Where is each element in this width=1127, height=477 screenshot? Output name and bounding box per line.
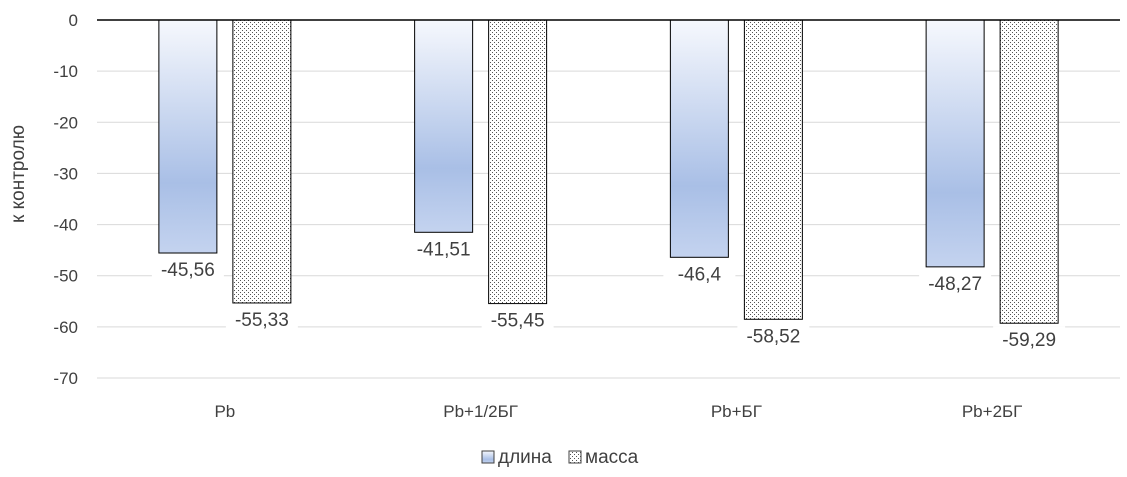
bar-длина [669,19,729,258]
y-axis-title: к контролю [8,125,29,223]
data-label-bg [225,305,298,332]
bar-масса [488,19,548,305]
legend-swatch-масса [568,450,582,464]
bar-масса [232,19,292,304]
bar-длина [414,19,474,233]
y-tick-label: 0 [69,11,78,30]
data-label: -41,51 [417,239,471,260]
data-label: -46,4 [678,264,722,285]
data-label-bg [151,256,224,283]
data-label: -55,45 [491,311,545,332]
data-label-bg [993,326,1066,353]
y-tick-label: -10 [53,62,78,81]
x-category-label: Pb+БГ [711,402,762,421]
data-label: -59,29 [1002,330,1056,351]
y-tick-label: -30 [53,164,78,183]
data-label: -58,52 [746,326,800,347]
bar-масса [743,19,803,320]
data-labels: -45,56 -55,33 -41,51 -55,45 -46,4 -58,52 -48,2… [151,235,1066,353]
data-label-bg [407,235,480,262]
y-axis-ticks: 0 -10 -20 -30 -40 -50 -60 -70 [53,11,78,388]
legend-label: длина [498,447,552,468]
x-category-label: Pb+1/2БГ [443,402,518,421]
x-category-label: Pb [214,402,235,421]
legend: длина масса [481,447,639,468]
bars [158,19,1059,324]
data-label-bg [919,269,992,296]
legend-label: масса [585,447,639,468]
data-label-bg [737,322,810,349]
data-label-bg [663,260,736,287]
x-category-label: Pb+2БГ [962,402,1023,421]
y-tick-label: -40 [53,216,78,235]
x-axis-categories: Pb Pb+1/2БГ Pb+БГ Pb+2БГ [214,402,1022,421]
y-tick-label: -20 [53,113,78,132]
y-tick-label: -60 [53,318,78,337]
data-label: -48,27 [928,274,982,295]
data-label: -55,33 [235,310,289,331]
data-label-bg [481,306,554,333]
legend-swatch-длина [481,450,495,464]
y-tick-label: -50 [53,267,78,286]
bar-масса [999,19,1059,324]
bar-длина [925,19,985,268]
y-axis-label: к контролю [8,125,29,223]
bar-длина [158,19,218,254]
data-label: -45,56 [161,260,215,281]
y-tick-label: -70 [53,369,78,388]
